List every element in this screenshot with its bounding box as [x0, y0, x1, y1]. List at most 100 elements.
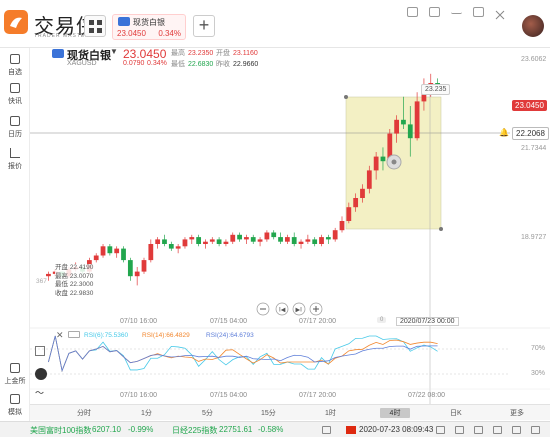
- candle-body: [312, 239, 318, 244]
- candle-body: [366, 170, 372, 189]
- sidebar-item-watchlist[interactable]: 自选: [0, 54, 30, 77]
- candle-body: [168, 244, 174, 249]
- candle-body: [373, 156, 379, 171]
- ticker-datetime: 2020-07-23 08:09:43: [359, 425, 434, 434]
- sidebar-item-label: 日历: [8, 131, 22, 138]
- mail-icon[interactable]: [512, 426, 521, 434]
- news-icon: [10, 83, 20, 93]
- wave-tool-icon[interactable]: 〜: [35, 388, 45, 398]
- lock-icon[interactable]: [436, 426, 445, 434]
- candle-body: [319, 237, 324, 244]
- zoom-out-button: [256, 302, 270, 316]
- sidebar-item-news[interactable]: 快讯: [0, 83, 30, 106]
- line-price-tag: 22.2068: [512, 127, 549, 140]
- rsi-level-low: 30%: [531, 370, 546, 377]
- ohlc-tooltip: 开盘 22.4190 最高 23.0070 最低 22.3000 收盘 22.9…: [55, 264, 94, 298]
- window-controls: [407, 7, 506, 20]
- candle-body: [278, 237, 283, 242]
- x-label: 07/15 04:00: [210, 318, 247, 325]
- close-indicator-icon[interactable]: ✕: [56, 330, 64, 340]
- symbol-tab[interactable]: 现货白银 23.0450 0.34%: [112, 14, 186, 40]
- box-price-tag: 23.235: [421, 84, 451, 95]
- ticker-item1-pct: -0.99%: [128, 425, 154, 434]
- candle-body: [189, 237, 195, 240]
- layers-icon[interactable]: [35, 346, 45, 356]
- sidebar-item-label: 自选: [8, 69, 22, 76]
- stat-high: 最高 23.2350: [171, 50, 214, 57]
- timeframe-1m[interactable]: 1分: [141, 410, 152, 417]
- candle-body: [250, 237, 256, 242]
- x-label-bottom: 07/22 08:00: [408, 392, 445, 399]
- candle-body: [223, 241, 229, 244]
- user-avatar[interactable]: [522, 15, 544, 37]
- candle-body: [100, 246, 106, 256]
- app-logo-subtitle: TRADER MASTER: [34, 33, 90, 39]
- screen-icon[interactable]: [493, 426, 502, 434]
- timeframe-more[interactable]: 更多: [510, 410, 524, 417]
- candle-body: [148, 244, 154, 261]
- timeframe-4h[interactable]: 4时: [380, 408, 410, 418]
- close-icon[interactable]: [495, 7, 506, 20]
- pen-tool-icon[interactable]: [35, 368, 47, 380]
- symbol-name[interactable]: 现货白银: [67, 50, 111, 62]
- grid-menu-button[interactable]: [84, 15, 106, 37]
- candle-body: [230, 234, 236, 242]
- axis-label-low: 18.9727: [521, 234, 547, 241]
- headset-icon[interactable]: [531, 426, 540, 434]
- menu-icon[interactable]: [429, 7, 440, 17]
- timeframe-15m[interactable]: 15分: [261, 410, 276, 417]
- ticker-item2-pct: -0.58%: [258, 425, 284, 434]
- drag-handle: [386, 154, 402, 170]
- camera-icon[interactable]: [474, 426, 483, 434]
- minimize-icon[interactable]: [451, 7, 462, 14]
- ticker-item1-name: 美国富时100指数: [30, 426, 92, 435]
- bell-icon[interactable]: 🔔: [499, 128, 509, 137]
- sidebar-item-sge[interactable]: 上金所: [0, 363, 30, 386]
- sidebar-item-quotes[interactable]: 报价: [0, 148, 30, 171]
- timeframe-1h[interactable]: 1时: [325, 410, 336, 417]
- candle-body: [175, 246, 181, 249]
- symbol-tab-pct: 0.34%: [158, 29, 181, 38]
- calendar-icon: [10, 116, 20, 126]
- stat-low: 最低 22.6830: [171, 61, 214, 68]
- candle-body: [107, 246, 113, 254]
- timeframe-daily[interactable]: 日K: [450, 410, 462, 417]
- candle-body: [134, 271, 140, 277]
- volume-icon[interactable]: [455, 426, 464, 434]
- candle-body: [346, 207, 352, 221]
- candle-body: [305, 239, 311, 242]
- candle-body: [141, 260, 147, 272]
- maximize-icon[interactable]: [473, 7, 484, 17]
- plus-icon: +: [198, 15, 210, 35]
- candle-body: [257, 239, 263, 242]
- indicator-settings-icon[interactable]: [68, 331, 80, 338]
- current-price-tag: 23.0450: [512, 100, 547, 111]
- sidebar-item-calendar[interactable]: 日历: [0, 116, 30, 139]
- sidebar-item-simulate[interactable]: 模拟: [0, 394, 30, 417]
- add-tab-button[interactable]: +: [193, 15, 215, 37]
- selection-box: [345, 96, 442, 230]
- candle-body: [127, 260, 133, 277]
- timeframe-5m[interactable]: 5分: [202, 410, 213, 417]
- candle-body: [93, 255, 99, 261]
- stat-prev-close: 昨收 22.9660: [216, 61, 259, 68]
- sidebar-item-label: 上金所: [4, 378, 26, 385]
- notification-icon[interactable]: [407, 7, 418, 17]
- sidebar-item-label: 快讯: [8, 98, 22, 105]
- rsi24-label: RSI(24):64.6793: [206, 332, 254, 339]
- rsi6-label: RSI(6):75.5360: [84, 332, 129, 339]
- current-price: 23.0450: [123, 47, 167, 61]
- candle-body: [162, 239, 167, 244]
- rsi14-label: RSI(14):66.4829: [142, 332, 190, 339]
- svg-text:▶I: ▶I: [296, 307, 303, 314]
- app-logo-icon: [4, 10, 28, 34]
- keyboard-icon[interactable]: [322, 426, 331, 434]
- timeframe-fenshi[interactable]: 分时: [77, 410, 91, 417]
- simulate-icon: [10, 394, 20, 404]
- x-label-bottom: 07/17 20:00: [299, 392, 336, 399]
- grid-icon: [89, 20, 94, 25]
- candle-body: [380, 156, 386, 162]
- dropdown-arrow-icon[interactable]: ▼: [110, 47, 118, 56]
- zoom-in-button: [309, 302, 323, 316]
- candle-body: [284, 237, 290, 242]
